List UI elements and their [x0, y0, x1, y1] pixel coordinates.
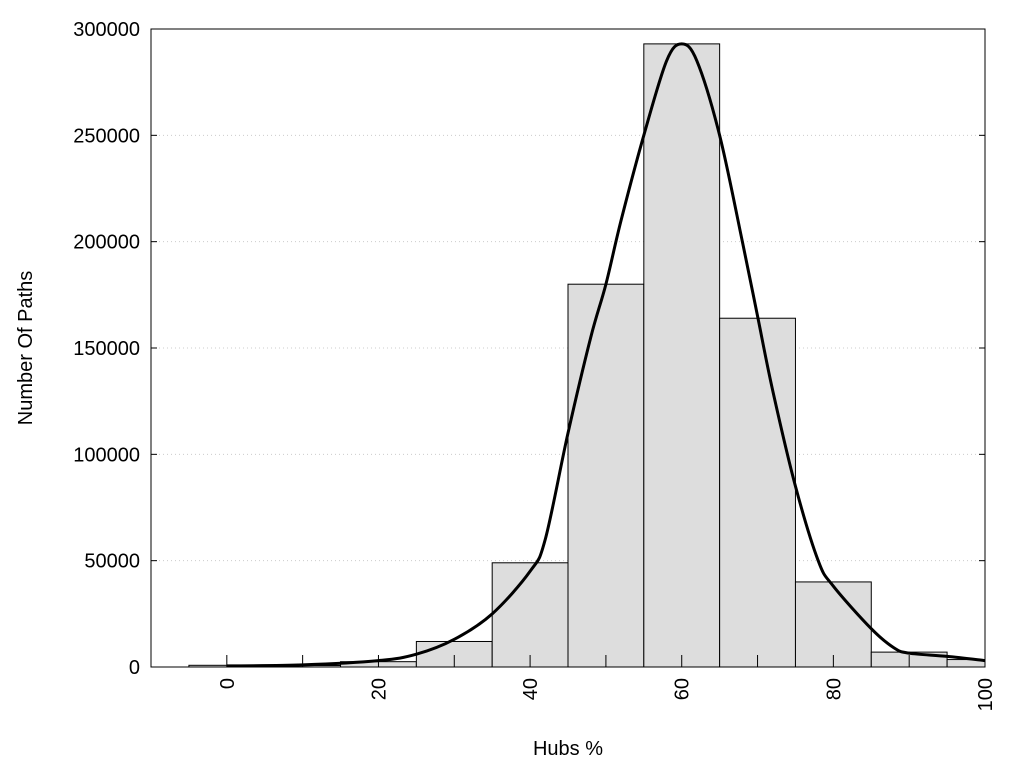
- y-tick-label: 300000: [73, 19, 140, 41]
- y-tick-label: 50000: [84, 551, 140, 573]
- y-tick-label: 0: [129, 657, 140, 679]
- y-tick-label: 200000: [73, 232, 140, 254]
- density-curve-group: [226, 42, 986, 668]
- histogram-bar: [567, 283, 645, 668]
- y-tick-label: 100000: [73, 444, 140, 466]
- histogram-bar: [643, 43, 721, 668]
- x-tick-labels: 0 20 40 60 80 100: [217, 678, 997, 711]
- x-axis-label: Hubs %: [533, 738, 603, 760]
- histogram-bar: [719, 317, 796, 668]
- y-tick-label: 150000: [73, 338, 140, 360]
- y-tick-labels: 0 50000 100000 150000 200000 250000 300000: [73, 19, 140, 679]
- x-tick-label: 60: [672, 678, 694, 700]
- x-tick-label: 100: [975, 678, 997, 711]
- x-tick-label: 0: [217, 678, 239, 689]
- histogram-bar: [491, 562, 569, 668]
- histogram-bar: [794, 581, 872, 668]
- y-tick-label: 250000: [73, 125, 140, 147]
- axis-ticks: [151, 28, 986, 668]
- x-tick-label: 20: [368, 678, 390, 700]
- y-axis-label: Number Of Paths: [15, 271, 37, 426]
- x-tick-label: 40: [520, 678, 542, 700]
- x-tick-label: 80: [823, 678, 845, 700]
- density-curve: [226, 42, 986, 668]
- bars: [188, 43, 986, 668]
